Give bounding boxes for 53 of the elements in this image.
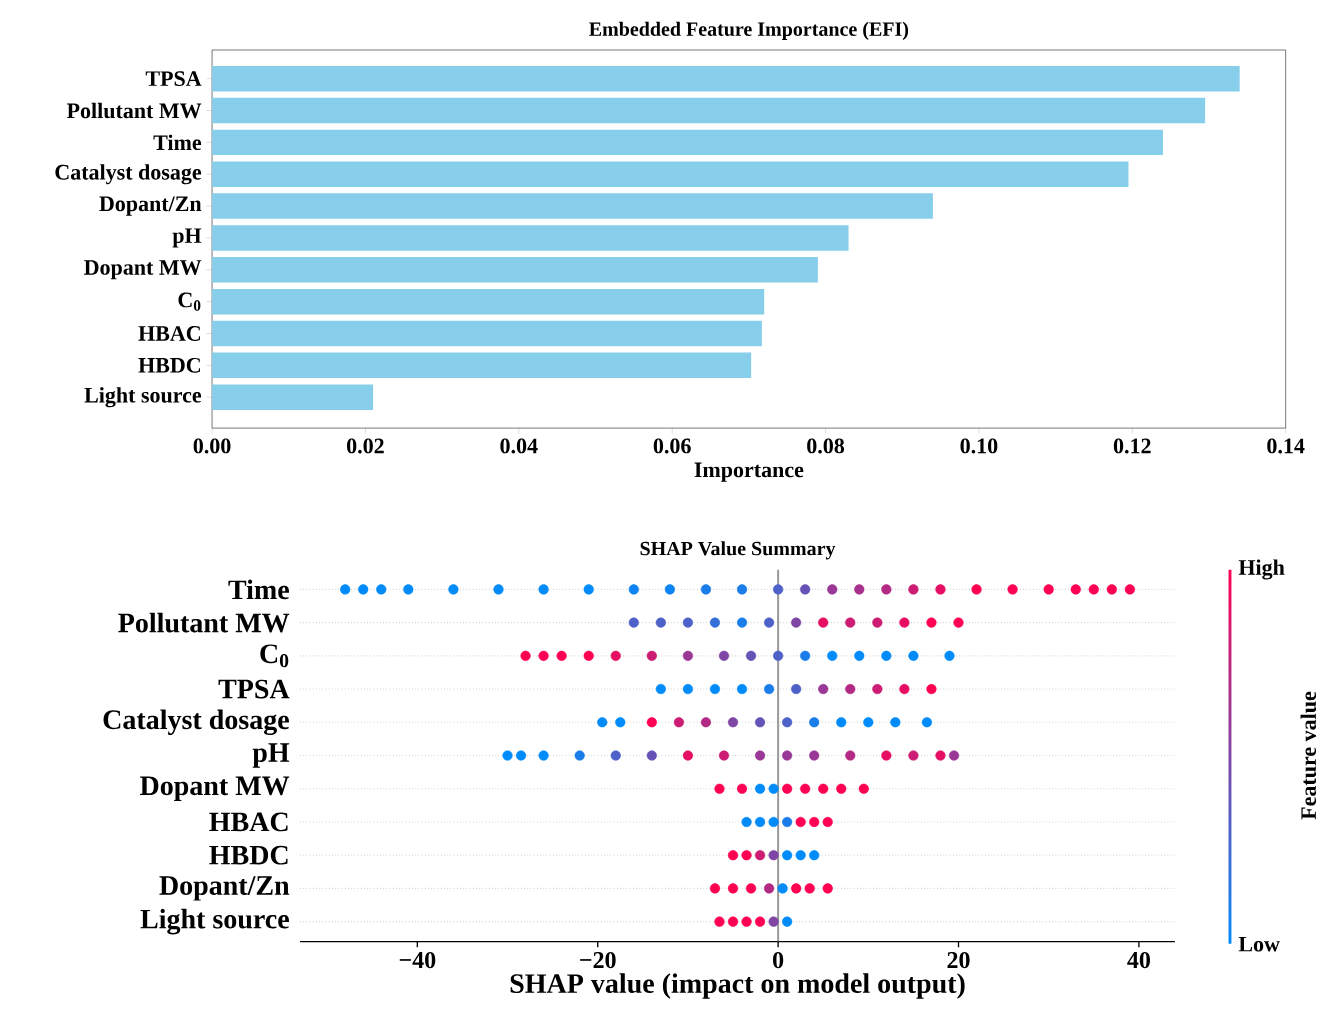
x-tick-label: 0.04 [500,438,538,454]
y-tick-label: C$_{0}$ [260,644,289,668]
y-tick-label: pH [172,228,202,248]
text: High [1238,559,1285,580]
x-tick-label: 0 [773,951,784,969]
bar [212,129,1163,155]
x-tick-label: 0.02 [347,438,384,454]
y-tick-label: Catalyst dosage [103,709,289,735]
bar [212,384,374,410]
x-tick-label: 0.10 [960,438,998,454]
x-tick-label: 20 [947,951,970,969]
bar [212,352,752,378]
chart-title: SHAP Value Summary [640,541,836,560]
y-tick-label: HBAC [138,325,200,341]
y-tick-label: Time [228,579,289,600]
y-tick-label: Catalyst dosage [55,164,202,185]
y-tick-label: Light source [140,908,289,935]
y-tick-label: C$_{0}$ [178,292,201,311]
y-tick-label: HBDC [209,845,288,865]
y-tick-label: Dopant MW [84,260,202,280]
y-tick-label: pH [252,743,290,768]
x-tick-label: 0.06 [653,438,691,454]
y-tick-label: Dopant/Zn [159,876,290,901]
y-tick-label: Pollutant MW [66,102,202,119]
x-tick-label: −20 [580,951,616,969]
bar [212,65,1240,92]
x-tick-label: 0.00 [193,438,231,454]
x-axis-title: Importance [694,462,804,482]
y-tick-label: HBDC [138,357,200,373]
y-tick-label: Time [153,134,202,150]
x-tick-label: 0.08 [807,438,845,454]
bar [212,288,765,315]
y-tick-label: Dopant MW [140,776,290,801]
bar [212,256,818,283]
bar [212,225,849,251]
color-bar-title: Feature value [1300,691,1317,820]
text: Low [1238,936,1280,952]
bar [212,161,1129,187]
x-axis-title: SHAP value (impact on model output) [510,973,965,999]
x-tick-label: −40 [399,951,436,969]
y-tick-label: Pollutant MW [118,612,290,633]
chart-title: Embedded Feature Importance (EFI) [589,21,909,40]
y-tick-label: HBAC [209,812,288,832]
y-tick-label: Dopant/Zn [99,196,202,216]
y-tick-label: TPSA [145,71,202,86]
y-tick-label: Light source [84,387,202,408]
x-tick-label: 40 [1127,951,1150,969]
bar [212,193,933,219]
bar [212,97,1206,124]
bar [212,320,762,347]
x-tick-label: 0.12 [1113,438,1151,454]
x-tick-label: 0.14 [1267,438,1305,454]
y-tick-label: TPSA [218,679,290,699]
